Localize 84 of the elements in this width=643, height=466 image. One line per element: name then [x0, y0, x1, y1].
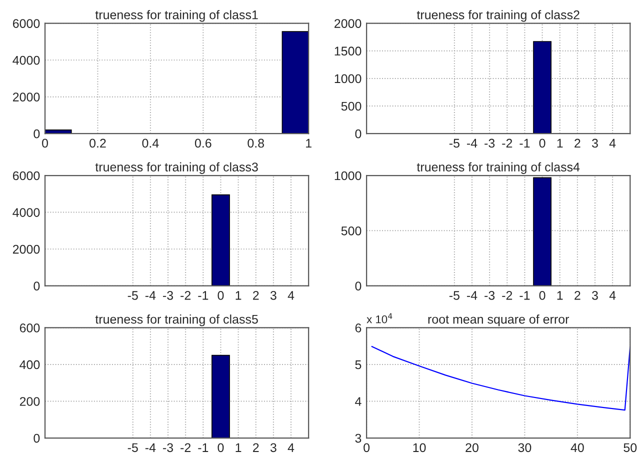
y-tick-label: 2000 — [12, 244, 40, 254]
x-tick-label: -4 — [466, 291, 478, 300]
y-tick-label: 0 — [355, 129, 362, 138]
y-tick-label: 4 — [355, 397, 362, 406]
y-tick-label: 500 — [341, 102, 362, 111]
x-tick-label: 20 — [466, 443, 478, 452]
y-tick-label: 0 — [34, 129, 40, 138]
x-tick-label: 2 — [574, 291, 580, 300]
x-tick-label: -2 — [502, 291, 512, 300]
line-series — [371, 346, 630, 411]
x-tick-label: 0 — [539, 291, 546, 300]
x-tick-label: -4 — [145, 443, 156, 452]
x-tick-label: 4 — [288, 291, 294, 300]
x-tick-label: -3 — [163, 291, 174, 300]
x-tick-label: 1 — [557, 138, 563, 148]
y-tick-label: 1000 — [334, 171, 362, 180]
x-tick-label: 4 — [288, 443, 294, 452]
x-tick-label: 0.8 — [248, 138, 264, 148]
x-tick-label: 0 — [42, 138, 48, 148]
chart-title: trueness for training of class3 — [95, 162, 258, 174]
x-tick-label: 1 — [557, 291, 563, 300]
x-tick-label: 2 — [253, 443, 259, 452]
x-tick-label: 3 — [592, 138, 598, 148]
x-tick-label: 0 — [218, 291, 224, 300]
x-tick-label: 0 — [218, 443, 224, 452]
x-tick-label: 3 — [270, 443, 276, 452]
x-tick-label: -3 — [484, 291, 495, 300]
y-tick-label: 1500 — [334, 46, 362, 56]
x-tick-label: 4 — [609, 291, 616, 300]
y-tick-label: 3 — [355, 434, 362, 443]
x-tick-label: 1 — [236, 443, 242, 452]
y-tick-label: 6000 — [12, 171, 40, 180]
y-tick-label: 0 — [355, 282, 362, 290]
chart-title: trueness for training of class1 — [95, 10, 258, 22]
chart-title: root mean square of error — [428, 314, 570, 326]
x-tick-label: -2 — [180, 443, 191, 452]
chart-title: trueness for training of class4 — [416, 162, 580, 174]
x-tick-label: -2 — [180, 291, 191, 300]
y-tick-label: 4000 — [12, 56, 40, 65]
x-tick-label: 4 — [609, 138, 616, 148]
y-tick-label: 0 — [34, 282, 40, 290]
x-tick-label: -5 — [449, 138, 460, 148]
y-tick-label: 6000 — [12, 19, 40, 28]
y-tick-label: 400 — [20, 360, 40, 370]
chart-title: trueness for training of class5 — [95, 314, 258, 326]
x-tick-label: 3 — [592, 291, 598, 300]
y-tick-label: 2000 — [12, 92, 40, 102]
y-tick-label: 4000 — [12, 208, 40, 217]
y-tick-label: 600 — [20, 324, 40, 332]
x-tick-label: 2 — [574, 138, 580, 148]
x-tick-label: 0 — [364, 443, 370, 452]
x-tick-label: -3 — [163, 443, 174, 452]
x-tick-label: 0 — [539, 138, 546, 148]
x-tick-label: 1 — [236, 291, 242, 300]
x-tick-label: -1 — [198, 291, 208, 300]
x-tick-label: 10 — [413, 443, 426, 452]
x-tick-label: -1 — [520, 138, 530, 148]
x-tick-label: 3 — [270, 291, 276, 300]
chart-title: trueness for training of class2 — [416, 10, 580, 22]
x-tick-label: 50 — [624, 443, 637, 452]
x-tick-label: 2 — [253, 291, 259, 300]
x-tick-label: 0.6 — [194, 138, 212, 148]
y-tick-label: 1000 — [334, 74, 362, 84]
x-tick-label: -2 — [502, 138, 512, 148]
y-tick-label: 500 — [341, 226, 362, 236]
x-tick-label: -1 — [198, 443, 208, 452]
x-tick-label: -5 — [128, 291, 138, 300]
x-tick-label: -4 — [145, 291, 156, 300]
x-tick-label: 0.2 — [90, 138, 106, 148]
text: x 10$^{4}$ — [366, 313, 392, 324]
y-tick-label: 200 — [20, 397, 40, 406]
y-tick-label: 0 — [34, 434, 40, 443]
x-tick-label: -5 — [128, 443, 138, 452]
x-tick-label: 1 — [306, 138, 312, 148]
x-tick-label: 0.4 — [142, 138, 159, 148]
x-tick-label: 40 — [570, 443, 584, 452]
y-tick-label: 6 — [355, 324, 362, 332]
x-tick-label: 30 — [518, 443, 532, 452]
y-tick-label: 2000 — [334, 19, 362, 28]
x-tick-label: -3 — [484, 138, 495, 148]
y-tick-label: 5 — [355, 360, 362, 370]
x-tick-label: -1 — [520, 291, 530, 300]
x-tick-label: -5 — [449, 291, 460, 300]
x-tick-label: -4 — [466, 138, 478, 148]
